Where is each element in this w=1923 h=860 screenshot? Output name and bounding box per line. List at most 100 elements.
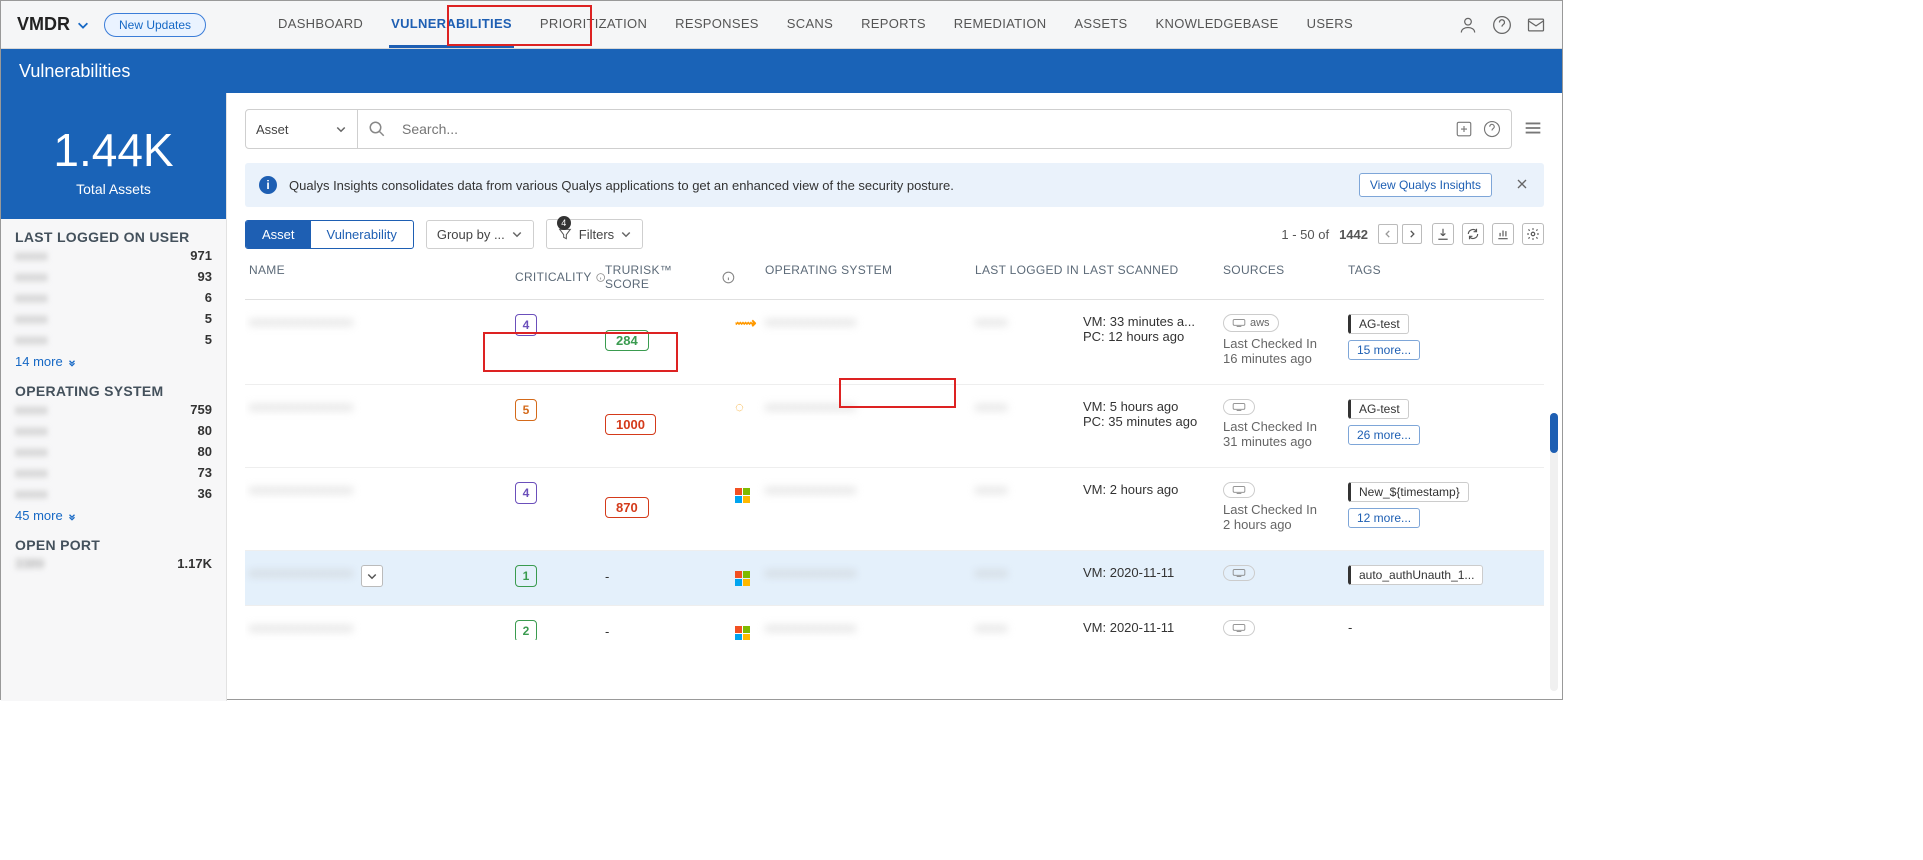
last-login: xxxxx (975, 565, 1008, 580)
facet-more-link[interactable]: 14 more (15, 354, 212, 369)
tab-vulnerabilities[interactable]: VULNERABILITIES (389, 2, 514, 48)
tag[interactable]: AG-test (1348, 314, 1409, 334)
facet-row[interactable]: xxxxx80 (15, 420, 212, 441)
tab-dashboard[interactable]: DASHBOARD (276, 2, 365, 48)
os-name: xxxxxxxxxxxxxx (765, 565, 856, 580)
close-icon[interactable] (1514, 176, 1530, 195)
info-icon: i (259, 176, 277, 194)
tag[interactable]: auto_authUnauth_1... (1348, 565, 1483, 585)
col-tags[interactable]: TAGS (1348, 263, 1544, 291)
tab-responses[interactable]: RESPONSES (673, 2, 761, 48)
page-next-button[interactable] (1402, 224, 1422, 244)
col-lastscanned[interactable]: LAST SCANNED (1083, 263, 1223, 291)
col-os[interactable]: OPERATING SYSTEM (765, 263, 975, 291)
col-sources[interactable]: SOURCES (1223, 263, 1348, 291)
hamburger-icon[interactable] (1522, 117, 1544, 142)
last-login: xxxxx (975, 399, 1008, 414)
tab-assets[interactable]: ASSETS (1072, 2, 1129, 48)
facet-group: OPEN PORT33891.17K (1, 527, 226, 578)
view-insights-button[interactable]: View Qualys Insights (1359, 173, 1492, 197)
facet-row[interactable]: xxxxx971 (15, 245, 212, 266)
scrollbar-thumb[interactable] (1550, 413, 1558, 453)
facet-more-link[interactable]: 45 more (15, 508, 212, 523)
facet-row[interactable]: xxxxx5 (15, 308, 212, 329)
source-badge (1223, 482, 1255, 498)
search-input[interactable] (392, 121, 1455, 137)
toggle-asset[interactable]: Asset (246, 221, 311, 248)
page-title: Vulnerabilities (19, 61, 130, 82)
asset-name: xxxxxxxxxxxxxxxx (249, 399, 353, 414)
brand-label: VMDR (17, 14, 70, 35)
tab-reports[interactable]: REPORTS (859, 2, 928, 48)
gear-icon[interactable] (1522, 223, 1544, 245)
insight-banner: i Qualys Insights consolidates data from… (245, 163, 1544, 207)
facet-row[interactable]: xxxxx80 (15, 441, 212, 462)
search-scope-label: Asset (256, 122, 289, 137)
table-row[interactable]: xxxxxxxxxxxxxxxx 5 1000 ◌ xxxxxxxxxxxxxx… (245, 385, 1544, 468)
criticality-badge: 4 (515, 482, 537, 504)
tag[interactable]: AG-test (1348, 399, 1409, 419)
source-badge (1223, 620, 1255, 636)
help-icon[interactable] (1492, 15, 1512, 35)
table-row[interactable]: xxxxxxxxxxxxxxxx 2 - xxxxxxxxxxxxxx xxxx… (245, 606, 1544, 640)
new-updates-button[interactable]: New Updates (104, 13, 206, 37)
sources: Last Checked In2 hours ago (1223, 482, 1348, 532)
search-scope-dropdown[interactable]: Asset (246, 110, 358, 148)
help-icon[interactable] (1483, 120, 1501, 138)
trurisk-score: 284 (605, 314, 735, 366)
scrollbar[interactable] (1550, 413, 1558, 691)
pager (1378, 224, 1422, 244)
search-icon (368, 120, 386, 138)
tab-remediation[interactable]: REMEDIATION (952, 2, 1049, 48)
filters-dropdown[interactable]: 4 Filters (546, 219, 643, 249)
nav-tabs: DASHBOARD VULNERABILITIES PRIORITIZATION… (276, 2, 1355, 48)
range-text: 1 - 50 of (1281, 227, 1329, 242)
tab-knowledgebase[interactable]: KNOWLEDGEBASE (1154, 2, 1281, 48)
trurisk-score: 1000 (605, 399, 735, 449)
tag[interactable]: New_${timestamp} (1348, 482, 1469, 502)
download-icon[interactable] (1432, 223, 1454, 245)
refresh-icon[interactable] (1462, 223, 1484, 245)
table-body: xxxxxxxxxxxxxxxx 4 284 ⟿ xxxxxxxxxxxxxx … (245, 300, 1544, 640)
facet-row[interactable]: xxxxx36 (15, 483, 212, 504)
group-by-label: Group by ... (437, 227, 505, 242)
toolbar-action-icons (1432, 223, 1544, 245)
tab-users[interactable]: USERS (1305, 2, 1355, 48)
sidebar: 1.44K Total Assets LAST LOGGED ON USERxx… (1, 93, 227, 701)
facet-row[interactable]: xxxxx5 (15, 329, 212, 350)
mail-icon[interactable] (1526, 15, 1546, 35)
tag-more-button[interactable]: 12 more... (1348, 508, 1420, 528)
expand-row-button[interactable] (361, 565, 383, 587)
asset-name: xxxxxxxxxxxxxxxx (249, 482, 353, 497)
group-by-dropdown[interactable]: Group by ... (426, 220, 534, 249)
tag-more-button[interactable]: 15 more... (1348, 340, 1420, 360)
facet-row[interactable]: xxxxx759 (15, 399, 212, 420)
search-right-icons (1455, 120, 1511, 138)
stat-number: 1.44K (1, 123, 226, 177)
facet-row[interactable]: xxxxx93 (15, 266, 212, 287)
os-icon: ⟿ (735, 314, 765, 366)
tag-more-button[interactable]: 26 more... (1348, 425, 1420, 445)
col-lastlogin[interactable]: LAST LOGGED IN (975, 263, 1083, 291)
sources (1223, 620, 1348, 640)
facet-group: OPERATING SYSTEMxxxxx759xxxxx80xxxxx80xx… (1, 373, 226, 527)
tab-scans[interactable]: SCANS (785, 2, 835, 48)
os-icon (735, 565, 765, 587)
col-name[interactable]: NAME (245, 263, 515, 291)
brand[interactable]: VMDR (17, 14, 90, 35)
add-icon[interactable] (1455, 120, 1473, 138)
table-row[interactable]: xxxxxxxxxxxxxxxx 4 870 xxxxxxxxxxxxxx xx… (245, 468, 1544, 551)
col-trurisk[interactable]: TruRisk™ Score (605, 263, 735, 291)
facet-row[interactable]: 33891.17K (15, 553, 212, 574)
facet-row[interactable]: xxxxx73 (15, 462, 212, 483)
toggle-vulnerability[interactable]: Vulnerability (311, 221, 413, 248)
stat-card: 1.44K Total Assets (1, 93, 226, 219)
table-row[interactable]: xxxxxxxxxxxxxxxx 4 284 ⟿ xxxxxxxxxxxxxx … (245, 300, 1544, 385)
facet-row[interactable]: xxxxx6 (15, 287, 212, 308)
col-criticality[interactable]: CRITICALITY (515, 263, 605, 291)
user-icon[interactable] (1458, 15, 1478, 35)
tab-prioritization[interactable]: PRIORITIZATION (538, 2, 649, 48)
table-row[interactable]: xxxxxxxxxxxxxxxx 1 - xxxxxxxxxxxxxx xxxx… (245, 551, 1544, 606)
page-prev-button[interactable] (1378, 224, 1398, 244)
chart-icon[interactable] (1492, 223, 1514, 245)
